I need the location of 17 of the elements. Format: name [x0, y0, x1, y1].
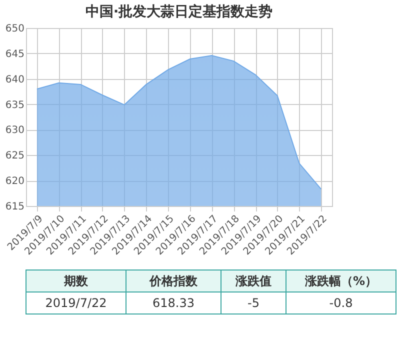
text: 价格指数	[148, 274, 198, 288]
y-tick-label: 630	[5, 125, 24, 136]
chart-title: 中国·批发大蒜日定基指数走势	[85, 3, 273, 20]
y-tick-label: 645	[5, 48, 24, 60]
text: 期数	[63, 274, 89, 288]
text: 涨跌值	[234, 274, 272, 288]
text: -5	[248, 296, 260, 310]
y-tick-label: 650	[5, 24, 24, 34]
text: 2019/7/22	[45, 296, 107, 310]
y-tick-label: 635	[5, 100, 24, 111]
text: 涨跌幅（%）	[304, 274, 378, 288]
y-tick-label: 625	[5, 150, 24, 162]
y-tick-label: 620	[5, 176, 24, 188]
text: 618.33	[152, 296, 194, 310]
y-tick-label: 615	[5, 202, 24, 212]
text: -0.8	[329, 296, 353, 310]
y-tick-label: 640	[5, 74, 24, 86]
